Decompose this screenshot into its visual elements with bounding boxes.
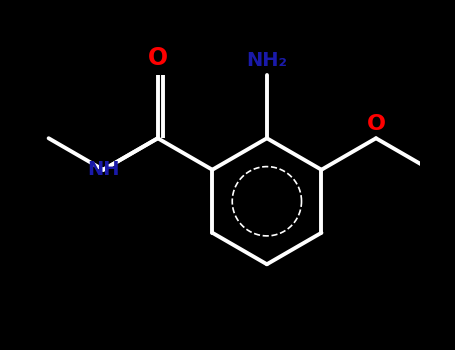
Text: O: O bbox=[148, 46, 168, 70]
Text: NH: NH bbox=[87, 160, 120, 179]
Text: O: O bbox=[366, 114, 385, 134]
Text: NH₂: NH₂ bbox=[246, 51, 288, 70]
